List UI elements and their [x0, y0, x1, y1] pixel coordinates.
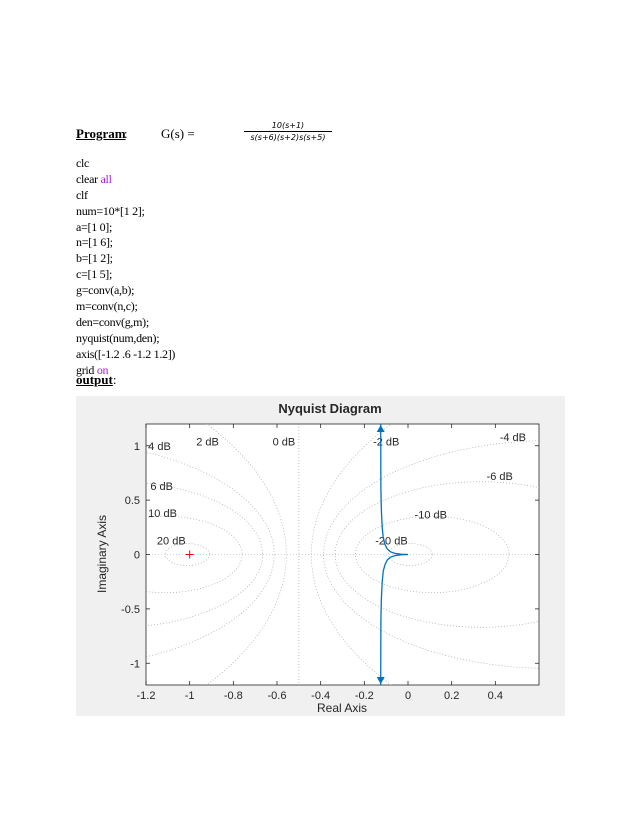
transfer-function-numerator: 10(s+1) [244, 121, 332, 132]
x-tick-label: -0.2 [355, 690, 374, 702]
code-line: clc [76, 156, 90, 170]
x-tick-label: 0.2 [444, 690, 459, 702]
db-label: -20 dB [375, 535, 407, 547]
code-line: nyquist(num,den); [76, 330, 160, 345]
transfer-function-fraction: 10(s+1) s(s+6)(s+2)s(s+5) [244, 121, 332, 142]
db-label: 10 dB [148, 508, 177, 520]
y-tick-label: 1 [134, 441, 140, 453]
nyquist-curve-positive [380, 423, 409, 556]
db-label-layer: 20 dB 10 dB 6 dB 4 dB 2 dB 0 dB -2 dB -4 dB -6 d… [148, 432, 526, 547]
db-label: 6 dB [150, 481, 173, 493]
transfer-function-denominator: s(s+6)(s+2)s(s+5) [250, 133, 326, 142]
code-line: m=conv(n,c); [76, 299, 138, 314]
db-label: 4 dB [148, 441, 171, 453]
code-line: n=[1 6]; [76, 235, 113, 250]
db-label: -2 dB [373, 436, 399, 448]
program-colon: : [124, 126, 128, 141]
direction-arrow-top [376, 425, 385, 432]
y-axis-label: Imaginary Axis [95, 515, 109, 593]
code-line: axis([-1.2 .6 -1.2 1.2]) [76, 346, 176, 361]
y-tick-label: -0.5 [121, 604, 140, 616]
db-label: 2 dB [196, 436, 219, 448]
output-label: output: [76, 372, 117, 387]
y-tick-label: 0 [134, 550, 140, 562]
x-tick-label: -1.2 [137, 690, 156, 702]
keyword-all: all [100, 171, 112, 186]
code-listing: clc clear all clf num=10*[1 2]; a=[1 0];… [76, 156, 175, 378]
code-line: grid on [76, 362, 109, 377]
nyquist-curve-negative [380, 553, 409, 686]
db-contour-circle [387, 543, 433, 566]
x-tick-label: 0 [405, 690, 411, 702]
nyquist-plot: Nyquist Diagram 20 dB 10 dB 6 dB 4 dB 2 dB 0 … [95, 401, 540, 715]
code-line: clear all [76, 171, 112, 186]
direction-arrow-bottom [376, 677, 385, 684]
db-contour-circle [146, 515, 243, 594]
db-label: -10 dB [415, 509, 447, 521]
keyword-on: on [96, 362, 109, 377]
db-contour-circle [165, 543, 210, 566]
chart-title: Nyquist Diagram [278, 401, 381, 416]
program-label: Program [76, 126, 126, 141]
nyquist-curve-layer [185, 423, 409, 686]
code-line: den=conv(g,m); [76, 314, 149, 329]
code-line: clf [76, 187, 88, 202]
x-tick-label: -0.8 [224, 690, 243, 702]
transfer-function-lhs: G(s) = [161, 126, 195, 141]
plot-area [145, 423, 540, 686]
db-label: -4 dB [500, 432, 526, 444]
db-contour-layer [146, 424, 539, 685]
code-line: b=[1 2]; [76, 251, 113, 266]
x-tick-label: -0.4 [311, 690, 330, 702]
db-contour-circle [355, 515, 510, 594]
tick-layer: -1.2 -1 -0.8 -0.6 -0.4 -0.2 0 0.2 0.4 1 0.5 0 -0.5 -1 [121, 424, 539, 702]
db-label: 0 dB [273, 436, 296, 448]
db-contour-circle [205, 424, 287, 685]
y-tick-label: 0.5 [125, 495, 140, 507]
y-tick-label: -1 [130, 658, 140, 670]
x-tick-label: 0.4 [488, 690, 503, 702]
db-contour-circle [146, 451, 275, 658]
nyquist-figure: Nyquist Diagram 20 dB 10 dB 6 dB 4 dB 2 dB 0 … [76, 396, 565, 716]
x-tick-label: -0.6 [268, 690, 287, 702]
code-line: num=10*[1 2]; [76, 203, 145, 218]
db-label: -6 dB [487, 471, 513, 483]
x-axis-label: Real Axis [317, 701, 367, 715]
code-line: g=conv(a,b); [76, 283, 135, 298]
code-line: c=[1 5]; [76, 267, 113, 282]
x-tick-label: -1 [185, 690, 195, 702]
critical-point-marker [185, 550, 194, 559]
db-label: 20 dB [157, 535, 186, 547]
db-contour-circle [146, 482, 263, 627]
code-line: a=[1 0]; [76, 219, 113, 234]
